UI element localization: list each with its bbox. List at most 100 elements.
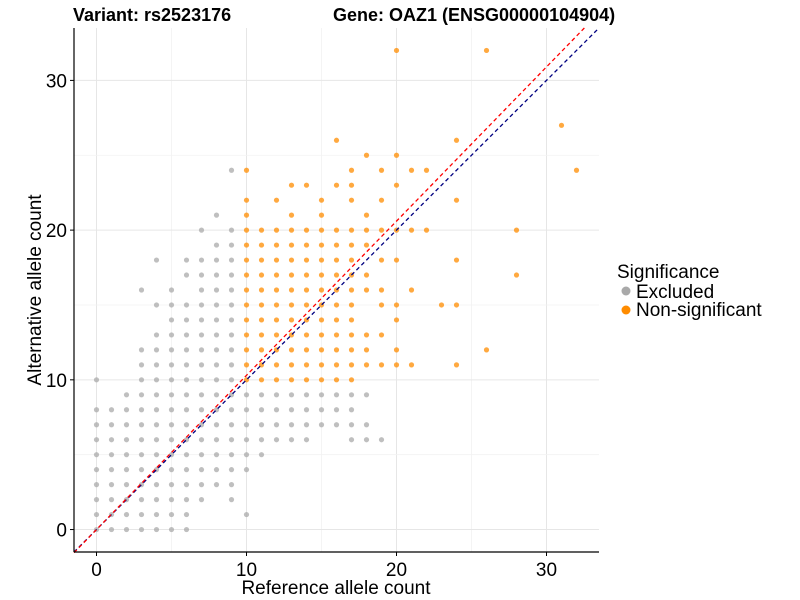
- data-point-excluded: [198, 362, 205, 368]
- data-point-non-significant: [393, 182, 400, 188]
- data-point-non-significant: [288, 212, 295, 218]
- y-axis-title: Alternative allele count: [25, 194, 46, 386]
- data-point-excluded: [198, 317, 205, 323]
- data-point-non-significant: [273, 377, 280, 383]
- data-point-excluded: [228, 452, 235, 458]
- data-point-non-significant: [378, 302, 385, 308]
- data-point-non-significant: [453, 257, 460, 263]
- data-point-excluded: [183, 497, 190, 503]
- data-point-excluded: [228, 287, 235, 293]
- data-point-non-significant: [288, 362, 295, 368]
- data-point-excluded: [168, 422, 175, 428]
- data-point-excluded: [168, 302, 175, 308]
- data-point-non-significant: [333, 182, 340, 188]
- data-point-excluded: [273, 407, 280, 413]
- data-point-excluded: [138, 437, 145, 443]
- data-point-excluded: [333, 392, 340, 398]
- data-point-excluded: [198, 452, 205, 458]
- data-point-excluded: [108, 422, 115, 428]
- data-point-excluded: [93, 497, 100, 503]
- data-point-excluded: [213, 482, 220, 488]
- data-point-excluded: [348, 407, 355, 413]
- data-point-non-significant: [333, 362, 340, 368]
- data-point-excluded: [108, 497, 115, 503]
- data-point-excluded: [93, 407, 100, 413]
- data-point-excluded: [228, 227, 235, 233]
- data-point-excluded: [213, 242, 220, 248]
- data-point-excluded: [183, 317, 190, 323]
- data-point-excluded: [183, 407, 190, 413]
- data-point-excluded: [153, 377, 160, 383]
- data-point-excluded: [183, 362, 190, 368]
- data-point-non-significant: [378, 167, 385, 173]
- data-point-excluded: [198, 407, 205, 413]
- data-point-non-significant: [423, 227, 430, 233]
- data-point-excluded: [348, 437, 355, 443]
- data-point-non-significant: [393, 47, 400, 54]
- data-point-excluded: [183, 332, 190, 338]
- data-point-non-significant: [348, 317, 355, 323]
- data-point-non-significant: [303, 242, 310, 248]
- data-point-excluded: [153, 497, 160, 503]
- data-point-non-significant: [273, 242, 280, 248]
- data-point-non-significant: [273, 272, 280, 278]
- x-tick-label: 30: [536, 560, 557, 581]
- data-point-excluded: [168, 347, 175, 353]
- data-point-excluded: [258, 392, 265, 398]
- data-point-non-significant: [273, 302, 280, 308]
- data-point-excluded: [108, 526, 115, 533]
- data-point-excluded: [228, 347, 235, 353]
- data-point-non-significant: [258, 257, 265, 263]
- data-point-non-significant: [378, 362, 385, 368]
- data-point-excluded: [288, 407, 295, 413]
- data-point-non-significant: [318, 227, 325, 233]
- data-point-non-significant: [258, 302, 265, 308]
- data-point-non-significant: [288, 347, 295, 353]
- data-point-excluded: [333, 407, 340, 413]
- data-point-excluded: [93, 482, 100, 488]
- data-point-excluded: [138, 347, 145, 353]
- data-point-excluded: [228, 467, 235, 473]
- data-point-non-significant: [303, 347, 310, 353]
- data-point-excluded: [108, 407, 115, 413]
- y-tick-label: 20: [46, 221, 67, 242]
- data-point-excluded: [168, 482, 175, 488]
- data-point-non-significant: [258, 317, 265, 323]
- data-point-non-significant: [273, 332, 280, 338]
- data-point-excluded: [93, 377, 100, 383]
- data-point-excluded: [228, 167, 235, 173]
- data-point-excluded: [213, 347, 220, 353]
- data-point-excluded: [123, 452, 130, 458]
- data-point-excluded: [108, 467, 115, 473]
- data-point-excluded: [273, 392, 280, 398]
- data-point-excluded: [228, 377, 235, 383]
- data-point-non-significant: [333, 317, 340, 323]
- data-point-excluded: [243, 437, 250, 443]
- data-point-non-significant: [258, 227, 265, 233]
- x-tick-label: 0: [91, 560, 102, 581]
- data-point-excluded: [258, 437, 265, 443]
- data-point-non-significant: [408, 227, 415, 233]
- data-point-excluded: [213, 212, 220, 218]
- data-point-excluded: [243, 452, 250, 458]
- data-point-excluded: [213, 257, 220, 263]
- data-point-non-significant: [453, 302, 460, 308]
- data-point-excluded: [213, 392, 220, 398]
- data-point-non-significant: [363, 227, 370, 233]
- data-point-non-significant: [243, 212, 250, 218]
- data-point-non-significant: [258, 332, 265, 338]
- data-point-non-significant: [378, 197, 385, 203]
- data-point-excluded: [228, 422, 235, 428]
- data-point-non-significant: [483, 47, 490, 54]
- data-point-non-significant: [303, 287, 310, 293]
- data-point-non-significant: [363, 287, 370, 293]
- data-point-non-significant: [288, 227, 295, 233]
- legend-swatch-excluded: [621, 286, 631, 296]
- data-point-non-significant: [243, 347, 250, 353]
- data-point-excluded: [153, 526, 160, 533]
- data-point-non-significant: [303, 182, 310, 188]
- data-point-excluded: [213, 332, 220, 338]
- data-point-excluded: [318, 422, 325, 428]
- data-point-excluded: [258, 422, 265, 428]
- data-point-excluded: [138, 511, 145, 518]
